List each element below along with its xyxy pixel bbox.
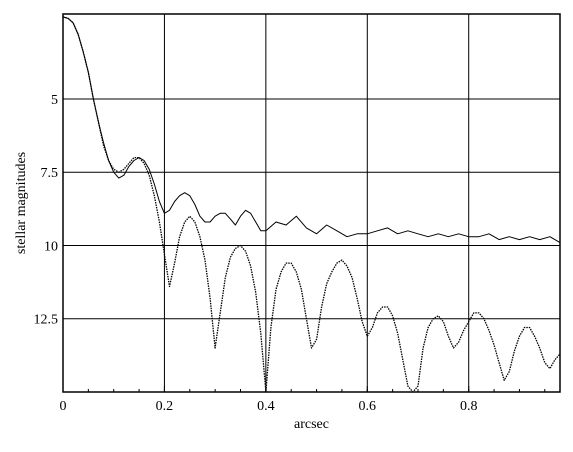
plot-frame	[62, 13, 561, 393]
grid	[63, 14, 560, 392]
y-axis-title: stellar magnitudes	[14, 152, 29, 254]
y-tick-label: 5	[51, 93, 58, 108]
y-tick-label: 10	[44, 239, 58, 254]
y-tick-label: 7.5	[41, 166, 59, 181]
tick-layer: 0 0.2 0.4 0.6 0.8 5 7.5 10 12.5	[34, 93, 546, 414]
y-tick-label: 12.5	[34, 313, 59, 328]
series-layer	[62, 16, 561, 393]
x-tick-label: 0.8	[460, 399, 478, 414]
x-tick-label: 0.4	[257, 399, 275, 414]
x-tick-label: 0.2	[156, 399, 174, 414]
x-tick-label: 0	[60, 399, 67, 414]
x-tick-label: 0.6	[359, 399, 377, 414]
series-line-1	[62, 16, 561, 244]
series-line-2	[62, 16, 561, 393]
x-axis-title: arcsec	[294, 417, 329, 432]
